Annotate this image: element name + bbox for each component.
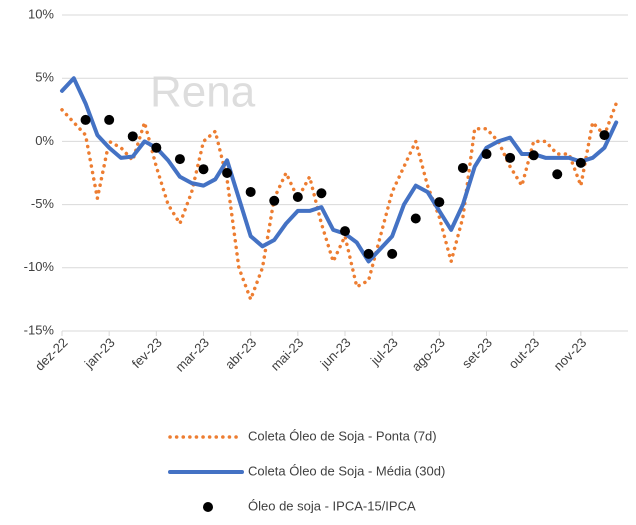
marker (575, 157, 586, 168)
x-tick-label: abr-23 (222, 335, 259, 372)
legend-marker (203, 502, 213, 512)
watermark: Rena (150, 68, 256, 117)
marker (528, 150, 539, 161)
marker (198, 164, 209, 175)
marker (481, 149, 492, 160)
marker (552, 169, 563, 180)
marker (410, 213, 421, 224)
y-tick-label: -5% (31, 196, 55, 211)
x-tick-label: jul-23 (367, 335, 401, 369)
x-tick-label: set-23 (459, 335, 495, 371)
marker (434, 197, 445, 208)
marker (316, 188, 327, 199)
y-tick-label: 5% (35, 70, 54, 85)
marker (127, 131, 138, 142)
x-tick-label: jan-23 (81, 335, 118, 372)
marker (292, 192, 303, 203)
legend-label: Óleo de soja - IPCA-15/IPCA (248, 498, 416, 513)
x-tick-label: mai-23 (268, 335, 307, 374)
y-tick-label: -10% (24, 259, 55, 274)
x-tick-label: out-23 (506, 335, 543, 372)
x-tick-label: dez-22 (32, 335, 71, 374)
marker (104, 114, 115, 125)
x-tick-label: ago-23 (409, 335, 448, 374)
marker (457, 162, 468, 173)
marker (174, 154, 185, 165)
x-tick-label: jun-23 (317, 335, 354, 372)
y-tick-label: 0% (35, 133, 54, 148)
legend-label: Coleta Óleo de Soja - Ponta (7d) (248, 428, 437, 443)
marker (505, 152, 516, 163)
y-tick-label: -15% (24, 322, 55, 337)
marker (363, 248, 374, 259)
marker (80, 114, 91, 125)
marker (151, 142, 162, 153)
marker (222, 168, 233, 178)
x-tick-label: fev-23 (129, 335, 165, 371)
marker (340, 226, 350, 237)
x-tick-label: nov-23 (551, 335, 590, 374)
legend-label: Coleta Óleo de Soja - Média (30d) (248, 463, 445, 478)
marker (269, 195, 280, 206)
y-tick-label: 10% (28, 6, 54, 21)
marker (599, 130, 610, 141)
series-line (60, 101, 618, 302)
series-line (60, 76, 619, 264)
x-tick-label: mar-23 (172, 335, 212, 375)
marker (245, 186, 256, 197)
marker (387, 248, 398, 259)
